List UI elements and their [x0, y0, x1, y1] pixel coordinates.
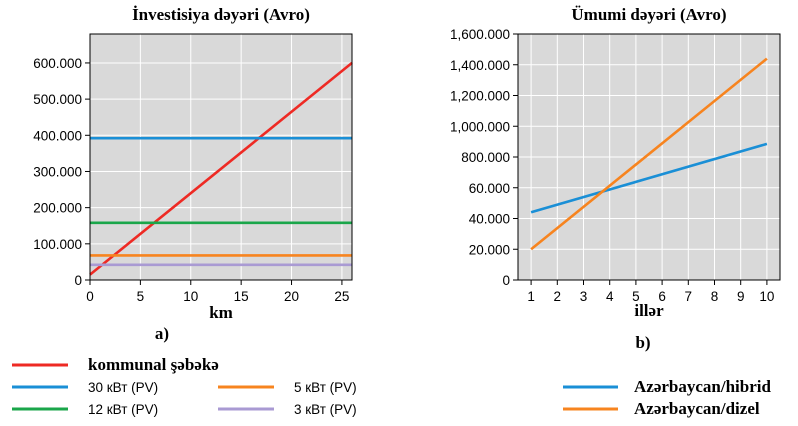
- x-tick-label: 5: [632, 289, 640, 304]
- y-tick-label: 400.000: [33, 128, 82, 143]
- chart-investment-cost: 0 100.000 200.000 300.000 400.000 500.000 600.…: [33, 5, 353, 343]
- y-tick-label: 0: [502, 273, 510, 288]
- x-tick-label: 15: [234, 289, 249, 304]
- legend-label-3: 5 кВт (PV): [294, 380, 357, 395]
- legend-label-0: Azərbaycan/hibrid: [634, 377, 771, 396]
- x-tick-label: 5: [137, 289, 145, 304]
- series-line-0: [530, 142, 768, 214]
- x-tick-label: 1: [527, 289, 535, 304]
- x-axis-label: km: [209, 303, 233, 322]
- legend-label-1: 30 кВт (PV): [88, 380, 158, 395]
- chart-title: İnvestisiya dəyəri (Avro): [132, 5, 310, 24]
- plot-frame: [517, 33, 781, 281]
- x-tick-label: 9: [737, 289, 745, 304]
- y-tick-label: 300.000: [33, 164, 82, 179]
- series-line-1: [530, 57, 768, 251]
- x-tick-label: 10: [183, 289, 198, 304]
- y-tick-label: 600.000: [33, 56, 82, 71]
- panel-label: b): [635, 333, 650, 352]
- x-tick-label: 20: [284, 289, 299, 304]
- x-tick-label: 3: [580, 289, 588, 304]
- legend-label-0: kommunal şəbəkə: [88, 355, 219, 374]
- y-tick-label: 20.000: [469, 242, 510, 257]
- x-tick-label: 25: [334, 289, 349, 304]
- y-tick-label: 800.000: [461, 150, 510, 165]
- y-tick-label: 500.000: [33, 92, 82, 107]
- legend-label-1: Azərbaycan/dizel: [634, 399, 760, 418]
- x-tick-label: 6: [658, 289, 666, 304]
- legend-label-2: 12 кВт (PV): [88, 402, 158, 417]
- legend-total-cost: Azərbaycan/hibrid Azərbaycan/dizel: [563, 377, 771, 418]
- y-tick-label: 60.000: [469, 181, 510, 196]
- x-tick-label: 10: [759, 289, 774, 304]
- legend-investment: kommunal şəbəkə 30 кВт (PV) 5 кВт (PV) 12 к…: [12, 355, 357, 417]
- x-axis-label: illər: [634, 301, 664, 320]
- series-line-0: [89, 61, 353, 276]
- x-tick-label: 7: [685, 289, 693, 304]
- y-tick-label: 200.000: [33, 201, 82, 216]
- y-tick-label: 1,000.000: [450, 119, 510, 134]
- panel-label: a): [155, 324, 169, 343]
- chart-title: Ümumi dəyəri (Avro): [571, 5, 726, 24]
- y-tick-label: 40.000: [469, 212, 510, 227]
- x-tick-label: 2: [554, 289, 562, 304]
- y-tick-label: 100.000: [33, 237, 82, 252]
- y-tick-label: 1,400.000: [450, 58, 510, 73]
- y-tick-label: 1,600.000: [450, 27, 510, 42]
- x-tick-label: 0: [86, 289, 94, 304]
- plot-frame: [89, 33, 353, 281]
- y-tick-label: 1,200.000: [450, 89, 510, 104]
- chart-total-cost: 0 20.000 40.000 60.000 800.000 1,000.000 1,200…: [450, 5, 781, 352]
- legend-label-4: 3 кВт (PV): [294, 402, 357, 417]
- x-tick-label: 4: [606, 289, 614, 304]
- y-tick-label: 0: [74, 273, 82, 288]
- x-tick-label: 8: [711, 289, 719, 304]
